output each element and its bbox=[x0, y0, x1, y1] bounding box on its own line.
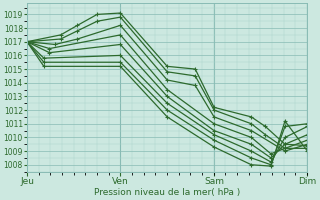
X-axis label: Pression niveau de la mer( hPa ): Pression niveau de la mer( hPa ) bbox=[94, 188, 240, 197]
